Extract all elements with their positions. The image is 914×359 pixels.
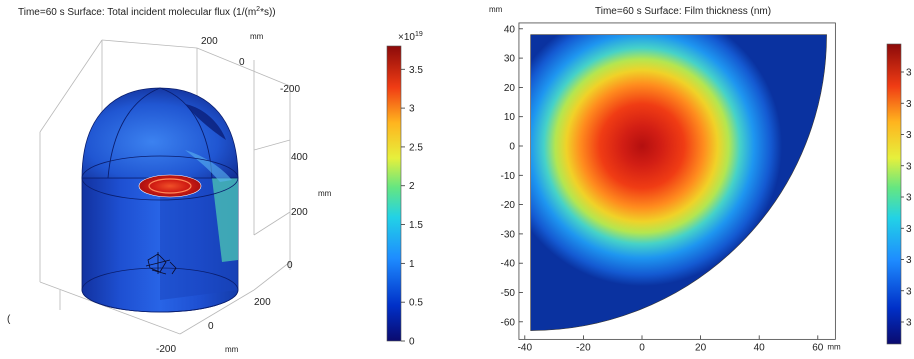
unit-bottom: mm bbox=[225, 345, 239, 354]
thickness-colorbar-tick-label: 3 bbox=[906, 99, 912, 110]
y-tick-label: -50 bbox=[500, 288, 515, 299]
x-axis-unit: mm bbox=[827, 342, 841, 351]
dome-bright-band bbox=[185, 150, 232, 182]
tick-bottom-2: 0 bbox=[208, 321, 214, 332]
thickness-colorbar-tick-label: 3 bbox=[906, 193, 912, 204]
y-tick-label: -20 bbox=[500, 200, 515, 211]
y-axis-unit: mm bbox=[489, 5, 503, 14]
x-tick-label: 0 bbox=[639, 342, 645, 353]
tick-right-3: 0 bbox=[287, 260, 293, 271]
substrate-holder bbox=[145, 252, 177, 275]
film-domain bbox=[530, 34, 827, 331]
y-tick-label: -10 bbox=[500, 171, 515, 182]
flux-colorbar-tick-label: 1.5 bbox=[409, 220, 423, 231]
flux-colorbar-multiplier: ×1019 bbox=[398, 31, 423, 43]
y-tick-label: -60 bbox=[500, 317, 515, 328]
flux-colorbar: ×1019 3.5 3 2.5 2 1.5 1 0.5 0 bbox=[386, 31, 423, 348]
tick-top-2: 0 bbox=[239, 57, 245, 68]
flux-colorbar-tick-label: 0.5 bbox=[409, 298, 423, 309]
left-plot-title: Time=60 s Surface: Total incident molecu… bbox=[18, 6, 276, 18]
cylinder-rim bbox=[81, 155, 239, 201]
x-tick-label: 60 bbox=[812, 342, 824, 353]
flux-colorbar-ticks: 3.5 3 2.5 2 1.5 1 0.5 0 bbox=[401, 65, 423, 348]
y-tick-label: 10 bbox=[504, 112, 516, 123]
tick-top-1: 200 bbox=[201, 36, 218, 47]
thickness-colorbar: 3 3 3 3 3 3 3 3 3 bbox=[886, 43, 912, 345]
unit-top: mm bbox=[250, 32, 264, 41]
axis-grid-3d bbox=[39, 39, 291, 335]
dome-cut-left bbox=[107, 87, 161, 179]
thickness-colorbar-ramp bbox=[886, 43, 902, 345]
y-tick-label: 30 bbox=[504, 54, 516, 65]
tick-bottom-1: 200 bbox=[254, 297, 271, 308]
thickness-colorbar-ticks: 3 3 3 3 3 3 3 3 3 bbox=[901, 68, 912, 329]
thickness-colorbar-tick-label: 3 bbox=[906, 130, 912, 141]
reactor-geometry bbox=[81, 87, 239, 313]
x-tick-label: 40 bbox=[754, 342, 766, 353]
source-hotspot-ring bbox=[148, 178, 192, 194]
source-hotspot bbox=[138, 174, 202, 198]
y-tick-label: 0 bbox=[509, 142, 515, 153]
plot-frame bbox=[518, 22, 836, 340]
thickness-colorbar-tick-label: 3 bbox=[906, 286, 912, 297]
y-tick-label: 20 bbox=[504, 83, 516, 94]
unit-right: mm bbox=[318, 189, 332, 198]
flux-colorbar-tick-label: 1 bbox=[409, 259, 415, 270]
thickness-colorbar-tick-label: 3 bbox=[906, 161, 912, 172]
stray-mark: ( bbox=[7, 314, 11, 325]
thickness-colorbar-tick-label: 3 bbox=[906, 68, 912, 79]
thickness-colorbar-tick-label: 3 bbox=[906, 255, 912, 266]
thickness-colorbar-tick-label: 3 bbox=[906, 224, 912, 235]
flux-colorbar-tick-label: 3.5 bbox=[409, 65, 423, 76]
y-tick-label: 40 bbox=[504, 24, 516, 35]
cylinder-base bbox=[81, 267, 239, 313]
x-tick-label: -20 bbox=[576, 342, 591, 353]
flux-colorbar-tick-label: 0 bbox=[409, 337, 415, 348]
tick-right-1: 400 bbox=[291, 152, 308, 163]
axis-labels-3d: 200 0 -200 mm 400 200 0 mm 200 0 -200 mm… bbox=[7, 32, 332, 355]
y-tick-label: -40 bbox=[500, 259, 515, 270]
tick-right-2: 200 bbox=[291, 207, 308, 218]
x-tick-label: 20 bbox=[695, 342, 707, 353]
flux-colorbar-ramp bbox=[386, 45, 402, 342]
tick-top-3: -200 bbox=[280, 84, 300, 95]
tick-bottom-3: -200 bbox=[156, 344, 176, 355]
thickness-colorbar-tick-label: 3 bbox=[906, 318, 912, 329]
x-tick-label: -40 bbox=[518, 342, 533, 353]
flux-colorbar-tick-label: 2 bbox=[409, 181, 415, 192]
right-plot-title: Time=60 s Surface: Film thickness (nm) bbox=[595, 6, 771, 17]
y-tick-label: -30 bbox=[500, 229, 515, 240]
side-wall-hotspot bbox=[212, 178, 238, 262]
flux-colorbar-tick-label: 2.5 bbox=[409, 142, 423, 153]
dome-dark-patch bbox=[185, 104, 226, 140]
film-thickness-heatmap: -40 -20 0 20 40 60 40 30 20 10 0 -10 -20 -30 -40 -50 -60… bbox=[489, 5, 841, 353]
flux-colorbar-tick-label: 3 bbox=[409, 104, 415, 115]
